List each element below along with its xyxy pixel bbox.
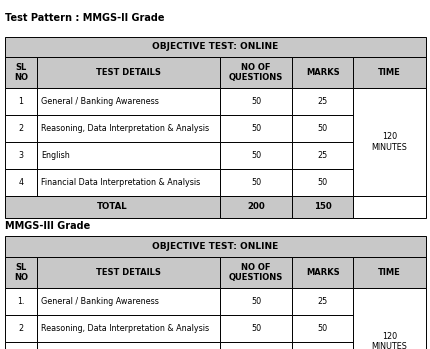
Text: Test Pattern : MMGS-II Grade: Test Pattern : MMGS-II Grade [5, 13, 164, 23]
Text: 120
MINUTES: 120 MINUTES [371, 332, 406, 349]
Text: TEST DETAILS: TEST DETAILS [95, 68, 160, 77]
Text: MARKS: MARKS [305, 268, 339, 277]
Text: 4: 4 [18, 178, 24, 187]
Bar [37, 88, 219, 115]
Bar [292, 115, 352, 142]
Bar [5, 169, 37, 196]
Bar [292, 342, 352, 349]
Text: 50: 50 [250, 178, 261, 187]
Bar [352, 257, 425, 288]
Text: General / Banking Awareness: General / Banking Awareness [41, 97, 159, 106]
Text: General / Banking Awareness: General / Banking Awareness [41, 297, 159, 306]
Text: OBJECTIVE TEST: ONLINE: OBJECTIVE TEST: ONLINE [152, 42, 278, 51]
Bar [37, 115, 219, 142]
Bar [5, 57, 425, 88]
Bar [219, 115, 292, 142]
Bar [37, 342, 219, 349]
Bar [5, 236, 425, 257]
Bar [37, 57, 219, 88]
Text: Financial Data Interpretation & Analysis: Financial Data Interpretation & Analysis [41, 178, 200, 187]
Bar [292, 257, 352, 288]
Bar [292, 288, 352, 315]
Text: 50: 50 [250, 151, 261, 160]
Bar [37, 257, 219, 288]
Bar [292, 142, 352, 169]
Bar [352, 88, 425, 196]
Bar [37, 315, 219, 342]
Text: TEST DETAILS: TEST DETAILS [95, 268, 160, 277]
Text: 50: 50 [250, 97, 261, 106]
Bar [5, 115, 37, 142]
Text: OBJECTIVE TEST: ONLINE: OBJECTIVE TEST: ONLINE [152, 242, 278, 251]
Text: 1.: 1. [17, 297, 25, 306]
Text: 50: 50 [317, 124, 327, 133]
Bar [352, 196, 425, 218]
Bar [352, 57, 425, 88]
Bar [292, 57, 352, 88]
Bar [219, 342, 292, 349]
Bar [352, 288, 425, 349]
Text: 1: 1 [18, 97, 24, 106]
Text: 150: 150 [313, 202, 331, 211]
Text: Reasoning, Data Interpretation & Analysis: Reasoning, Data Interpretation & Analysi… [41, 324, 209, 333]
Bar [219, 257, 292, 288]
Bar [219, 315, 292, 342]
Bar [5, 288, 37, 315]
Bar [5, 37, 425, 57]
Bar [5, 57, 37, 88]
Bar [292, 315, 352, 342]
Text: NO OF
QUESTIONS: NO OF QUESTIONS [228, 262, 283, 282]
Bar [5, 196, 219, 218]
Bar [5, 257, 425, 288]
Bar [5, 315, 37, 342]
Bar [5, 257, 37, 288]
Text: 50: 50 [250, 297, 261, 306]
Text: 3: 3 [18, 151, 24, 160]
Bar [219, 196, 292, 218]
Bar [5, 342, 37, 349]
Bar [37, 142, 219, 169]
Text: SL
NO: SL NO [14, 262, 28, 282]
Text: 2: 2 [18, 124, 24, 133]
Bar [219, 288, 292, 315]
Text: SL
NO: SL NO [14, 63, 28, 82]
Bar [292, 169, 352, 196]
Text: NO OF
QUESTIONS: NO OF QUESTIONS [228, 63, 283, 82]
Text: 200: 200 [246, 202, 264, 211]
Bar [292, 196, 352, 218]
Text: 25: 25 [317, 151, 327, 160]
Text: 25: 25 [317, 297, 327, 306]
Text: TIME: TIME [377, 268, 400, 277]
Text: 50: 50 [317, 324, 327, 333]
Text: 50: 50 [250, 324, 261, 333]
Bar [5, 142, 37, 169]
Bar [219, 169, 292, 196]
Bar [37, 169, 219, 196]
Bar [219, 88, 292, 115]
Text: 2: 2 [18, 324, 24, 333]
Text: 50: 50 [317, 178, 327, 187]
Bar [5, 88, 37, 115]
Text: TOTAL: TOTAL [97, 202, 127, 211]
Text: 25: 25 [317, 97, 327, 106]
Bar [37, 288, 219, 315]
Bar [219, 142, 292, 169]
Text: Reasoning, Data Interpretation & Analysis: Reasoning, Data Interpretation & Analysi… [41, 124, 209, 133]
Bar [219, 57, 292, 88]
Bar [292, 88, 352, 115]
Text: English: English [41, 151, 70, 160]
Text: MMGS-III Grade: MMGS-III Grade [5, 221, 90, 231]
Text: TIME: TIME [377, 68, 400, 77]
Text: 50: 50 [250, 124, 261, 133]
Text: MARKS: MARKS [305, 68, 339, 77]
Text: 120
MINUTES: 120 MINUTES [371, 132, 406, 152]
